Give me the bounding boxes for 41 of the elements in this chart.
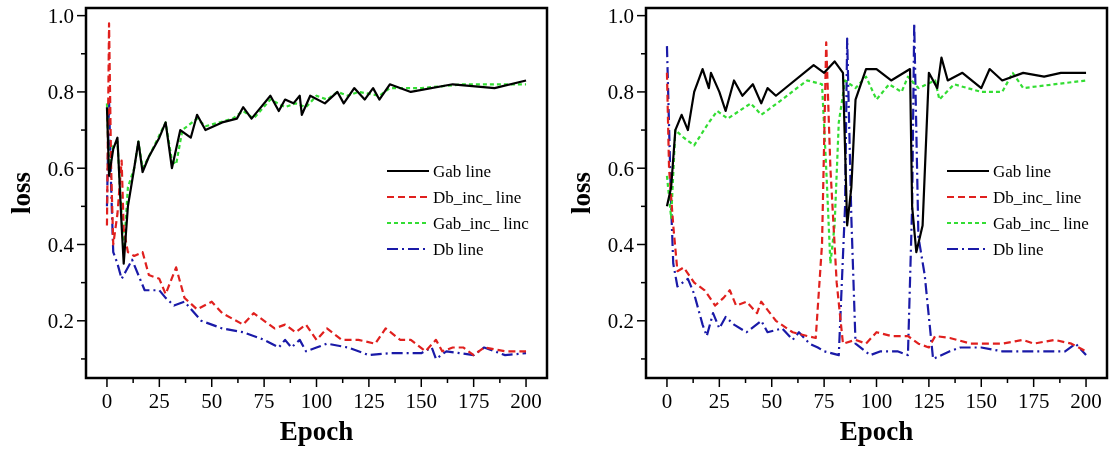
x-tick-label: 75 (813, 389, 835, 413)
x-tick-label: 50 (201, 389, 223, 413)
x-tick-label: 200 (1070, 389, 1102, 413)
y-tick-label: 0.6 (607, 156, 634, 181)
legend-label: Db_inc_ line (433, 187, 522, 207)
y-tick-label: 0.2 (47, 309, 74, 334)
legend-label: Db line (433, 239, 484, 259)
legend-label: Gab line (993, 161, 1052, 181)
x-axis-title: Epoch (839, 416, 914, 446)
x-tick-label: 25 (148, 389, 170, 413)
legend-label: Gab line (433, 161, 492, 181)
y-axis-title: loss (566, 171, 596, 215)
x-tick-label: 150 (405, 389, 438, 413)
line-series (105, 22, 528, 357)
y-tick-label: 0.4 (607, 232, 635, 257)
x-axis-title: Epoch (279, 416, 354, 446)
x-tick-label: 25 (708, 389, 730, 413)
x-tick-label: 75 (253, 389, 275, 413)
x-tick-label: 50 (761, 389, 783, 413)
x-tick-label: 175 (1017, 389, 1050, 413)
x-tick-label: 125 (913, 389, 945, 413)
x-tick-label: 175 (457, 389, 490, 413)
y-tick-label: 1.0 (607, 3, 634, 28)
x-tick-label: 0 (661, 389, 673, 413)
y-tick-label: 0.2 (607, 309, 634, 334)
x-tick-label: 200 (510, 389, 542, 413)
x-tick-label: 0 (101, 389, 113, 413)
x-tick-label: 125 (353, 389, 385, 413)
y-tick-label: 1.0 (47, 3, 74, 28)
y-tick-label: 0.8 (47, 80, 74, 105)
legend-label: Db_inc_ line (993, 187, 1082, 207)
y-tick-label: 0.8 (607, 80, 634, 105)
y-tick-label: 0.6 (47, 156, 74, 181)
y-axis-title: loss (6, 171, 36, 215)
y-tick-label: 0.4 (47, 232, 75, 257)
x-tick-label: 100 (860, 389, 893, 413)
legend-label: Gab_inc_ line (993, 213, 1089, 233)
x-tick-label: 150 (965, 389, 998, 413)
legend-label: Gab_inc_ linc (433, 213, 530, 233)
legend-label: Db line (993, 239, 1044, 259)
x-tick-label: 100 (300, 389, 333, 413)
